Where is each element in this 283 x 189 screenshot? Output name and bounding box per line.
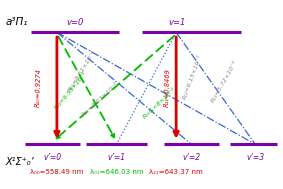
Text: λ₀₀=558.49 nm: λ₀₀=558.49 nm	[30, 169, 83, 175]
Text: R₀₀=0.9274: R₀₀=0.9274	[35, 68, 42, 107]
Text: R₁₁=0.8469: R₁₁=0.8469	[164, 68, 171, 107]
Text: v=0: v=0	[66, 18, 83, 27]
Text: v=1: v=1	[169, 18, 186, 27]
Text: R₁₀≤<8×10⁻²: R₁₀≤<8×10⁻²	[142, 87, 177, 120]
Text: X¹Σ⁺₀’: X¹Σ⁺₀’	[6, 157, 34, 167]
Text: v’=2: v’=2	[182, 153, 200, 162]
Text: v’=1: v’=1	[108, 153, 126, 162]
Text: R₀₂=6.55×10⁻²: R₀₂=6.55×10⁻²	[53, 71, 88, 111]
Text: R₁₂=6.15×10⁻³: R₁₂=6.15×10⁻³	[182, 53, 203, 100]
Text: λ₀₁=646.03 nm: λ₀₁=646.03 nm	[90, 169, 143, 175]
Text: R₁₃=5.72×10⁻³: R₁₃=5.72×10⁻³	[211, 60, 239, 104]
Text: R₀₃=7.03×10⁻²: R₀₃=7.03×10⁻²	[81, 82, 119, 118]
Text: v’=3: v’=3	[246, 153, 264, 162]
Text: a³Π₁: a³Π₁	[6, 17, 28, 27]
Text: λ₂₁=643.37 nm: λ₂₁=643.37 nm	[149, 169, 203, 175]
Text: R₀₁=8.51×10⁻²: R₀₁=8.51×10⁻²	[67, 50, 97, 93]
Text: v’=0: v’=0	[44, 153, 62, 162]
